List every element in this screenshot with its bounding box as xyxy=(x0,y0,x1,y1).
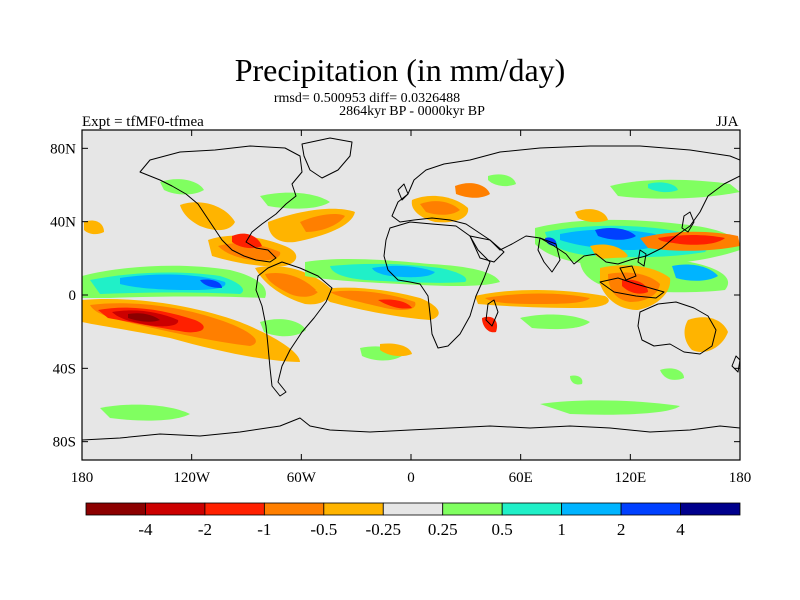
colorbar-swatch xyxy=(561,502,622,516)
anomaly-region xyxy=(575,209,608,223)
anomaly-region xyxy=(160,179,204,195)
chart-title: Precipitation (in mm/day) xyxy=(234,52,566,88)
lon-tick-label: 60W xyxy=(287,470,317,486)
coastline-japan xyxy=(681,211,695,233)
anomaly-region xyxy=(570,375,583,385)
coastline-arabia xyxy=(469,235,505,263)
anomaly-region xyxy=(595,228,636,240)
lat-tick-label: 0 xyxy=(69,288,77,304)
colorbar-label: 0.25 xyxy=(428,520,458,539)
colorbar-swatch xyxy=(501,502,563,516)
lat-tick-label: 80S xyxy=(53,435,76,451)
anomaly-region xyxy=(380,343,412,357)
lat-tick-label: 80N xyxy=(50,141,76,157)
anomaly-region xyxy=(482,316,498,333)
coastline-madagascar xyxy=(485,299,499,327)
anomaly-region xyxy=(218,243,281,261)
colorbar-swatch xyxy=(382,502,444,516)
anomaly-region xyxy=(300,214,345,232)
colorbar-swatch xyxy=(620,502,681,516)
latitude-axis: 80N 40N 0 40S 80S xyxy=(50,141,740,451)
lat-tick-label: 40S xyxy=(53,361,76,377)
coastline-philippines xyxy=(637,249,647,267)
coastline-africa xyxy=(383,221,491,349)
lon-tick-label: 60E xyxy=(509,470,533,486)
anomaly-region xyxy=(684,317,728,352)
colorbar-swatch xyxy=(323,502,384,516)
anomaly-region xyxy=(648,182,678,193)
anomaly-region xyxy=(120,274,226,290)
colorbar-swatch xyxy=(145,502,206,516)
coastline-india xyxy=(537,237,561,273)
coastline-borneo xyxy=(619,265,637,281)
coastline-south-america xyxy=(255,261,333,397)
experiment-label: Expt = tfMF0-tfmea xyxy=(82,114,204,130)
season-label: JJA xyxy=(716,114,739,130)
lat-tick-label: 40N xyxy=(50,215,76,231)
anomaly-region xyxy=(485,293,590,304)
coastline-north-america xyxy=(139,145,303,263)
colorbar-label: -0.5 xyxy=(310,520,337,539)
colorbar-label: 4 xyxy=(676,520,685,539)
anomaly-region xyxy=(260,319,306,337)
lon-tick-label: 120E xyxy=(614,470,646,486)
coastline-greenland xyxy=(301,137,353,179)
anomaly-region xyxy=(260,192,330,209)
precip-anomaly-field xyxy=(82,174,740,421)
colorbar: -4 -2 -1 -0.5 -0.25 0.25 0.5 1 2 4 xyxy=(85,502,741,539)
anomaly-region xyxy=(378,299,412,309)
anomaly-region xyxy=(200,279,222,288)
colorbar-label: -0.25 xyxy=(366,520,401,539)
lon-tick-label: 0 xyxy=(407,470,415,486)
coastline-uk xyxy=(397,183,409,201)
lon-tick-label: 180 xyxy=(71,470,94,486)
colorbar-label: 1 xyxy=(557,520,566,539)
coastlines xyxy=(82,137,740,441)
colorbar-swatch xyxy=(263,502,325,516)
colorbar-swatch xyxy=(204,502,265,516)
colorbar-label: -4 xyxy=(138,520,153,539)
colorbar-swatch xyxy=(442,502,503,516)
period-line: 2864kyr BP - 0000kyr BP xyxy=(339,104,485,119)
anomaly-region xyxy=(672,264,718,281)
longitude-axis: 180 120W 60W 0 60E 120E 180 xyxy=(71,130,752,486)
coastline-indonesia xyxy=(599,277,665,299)
anomaly-region xyxy=(420,201,460,215)
lon-tick-label: 180 xyxy=(729,470,752,486)
lon-tick-label: 120W xyxy=(173,470,211,486)
coastline-australia xyxy=(637,301,717,355)
colorbar-label: 2 xyxy=(617,520,626,539)
anomaly-region xyxy=(660,368,684,380)
colorbar-swatch xyxy=(85,502,146,516)
colorbar-swatch xyxy=(680,502,741,516)
coastline-eurasia xyxy=(391,145,740,265)
colorbar-label: 0.5 xyxy=(492,520,513,539)
anomaly-region xyxy=(180,202,235,231)
anomaly-region xyxy=(100,404,190,421)
colorbar-label: -1 xyxy=(257,520,271,539)
stats-line: rmsd= 0.500953 diff= 0.0326488 xyxy=(273,91,461,106)
anomaly-region xyxy=(622,279,648,294)
anomaly-region xyxy=(540,400,680,415)
anomaly-region xyxy=(84,220,104,235)
anomaly-region xyxy=(520,314,590,330)
anomaly-region xyxy=(128,313,160,322)
anomaly-region xyxy=(455,183,490,198)
colorbar-label: -2 xyxy=(198,520,212,539)
coastline-antarctica xyxy=(82,417,740,441)
anomaly-region xyxy=(488,174,516,187)
anomaly-region xyxy=(265,272,318,297)
anomaly-region xyxy=(560,229,662,250)
coastline-new-zealand xyxy=(731,355,740,373)
